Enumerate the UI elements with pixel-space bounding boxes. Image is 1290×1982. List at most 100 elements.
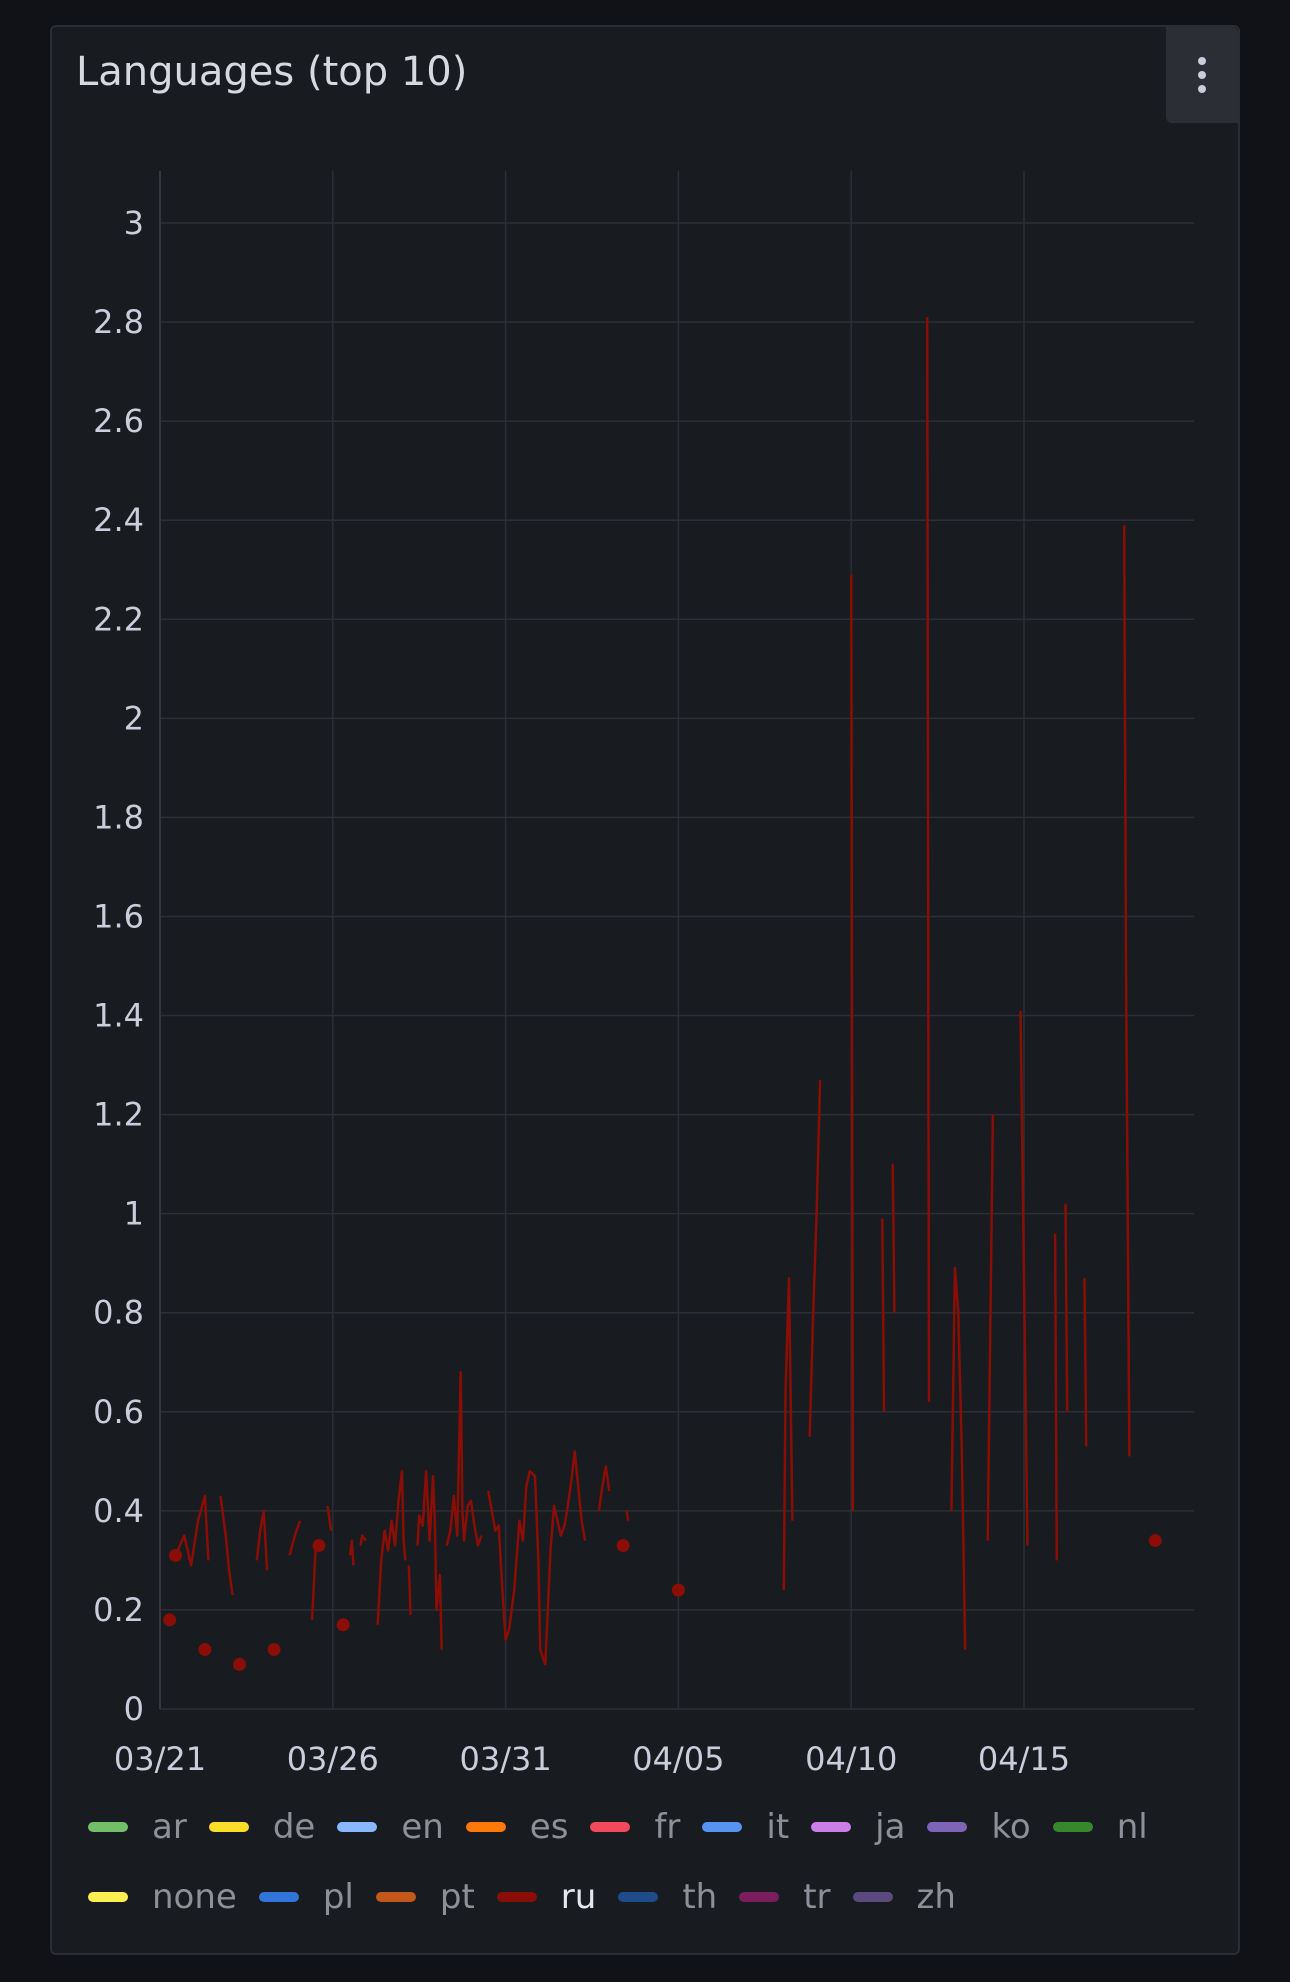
legend-item-none[interactable]: none <box>88 1875 237 1919</box>
legend-item-ja[interactable]: ja <box>811 1805 905 1849</box>
legend-item-fr[interactable]: fr <box>590 1805 680 1849</box>
legend-swatch <box>927 1822 968 1832</box>
series-line-ru <box>881 1218 886 1412</box>
series-line-ru <box>445 1370 483 1547</box>
y-tick-label: 1.6 <box>93 897 144 935</box>
series-line-ru <box>808 1079 822 1437</box>
data-point-ru <box>267 1643 281 1657</box>
legend-item-zh[interactable]: zh <box>852 1875 956 1919</box>
y-tick-label: 0.2 <box>93 1591 144 1629</box>
legend-swatch <box>208 1822 249 1832</box>
series-line-ru <box>950 1266 967 1650</box>
legend-swatch <box>465 1822 506 1832</box>
legend-swatch <box>88 1892 128 1902</box>
series-line-ru <box>310 1550 317 1620</box>
data-point-ru <box>198 1643 212 1657</box>
legend-label: de <box>272 1807 316 1847</box>
legend-swatch <box>618 1892 659 1902</box>
x-tick-label: 03/26 <box>287 1740 379 1778</box>
series-line-ru <box>348 1539 355 1566</box>
legend-label: nl <box>1116 1807 1148 1847</box>
legend-swatch <box>590 1822 631 1832</box>
data-point-ru <box>616 1539 630 1553</box>
legend-item-th[interactable]: th <box>618 1875 717 1919</box>
series-line-ru <box>625 1510 630 1522</box>
series-line-ru <box>359 1534 367 1546</box>
legend-label: pl <box>322 1877 354 1917</box>
series-line-ru <box>326 1505 333 1531</box>
legend-item-pl[interactable]: pl <box>258 1875 354 1919</box>
legend-label: ru <box>560 1877 597 1917</box>
legend-label: tr <box>803 1877 831 1917</box>
y-tick-label: 2.4 <box>93 501 144 539</box>
legend-swatch <box>258 1892 299 1902</box>
y-tick-label: 1 <box>124 1195 144 1233</box>
legend-swatch <box>375 1892 416 1902</box>
legend-swatch <box>811 1822 852 1832</box>
series-line-ru <box>1019 1010 1029 1546</box>
series-line-ru <box>891 1164 896 1313</box>
languages-line-chart: 0 0.2 0.4 0.6 0.8 1 1.2 1.4 1.6 1.8 2 2.2 2.4 2.6 2.8 3… <box>93 171 1194 1778</box>
series-line-ru <box>255 1509 269 1571</box>
legend-label: ja <box>875 1807 906 1847</box>
legend-item-tr[interactable]: tr <box>739 1875 831 1919</box>
series-line-ru <box>416 1469 443 1650</box>
legend-label: en <box>401 1807 444 1847</box>
legend-swatch <box>739 1892 780 1902</box>
series-layer <box>163 317 1162 1671</box>
legend-label: pt <box>439 1877 475 1917</box>
legend-label: th <box>682 1877 718 1917</box>
legend-swatch <box>88 1822 128 1832</box>
legend-label: zh <box>916 1877 956 1917</box>
y-tick-label: 0.6 <box>93 1393 144 1431</box>
legend-item-ko[interactable]: ko <box>927 1805 1031 1849</box>
legend-item-it[interactable]: it <box>702 1805 789 1849</box>
y-tick-label: 1.8 <box>93 798 144 836</box>
legend-swatch <box>1052 1822 1093 1832</box>
data-point-ru <box>312 1539 326 1553</box>
legend-item-ru[interactable]: ru <box>496 1875 597 1919</box>
y-tick-label: 1.4 <box>93 997 144 1035</box>
kebab-menu-icon <box>1198 57 1206 93</box>
series-line-ru <box>174 1494 210 1567</box>
data-point-ru <box>1148 1534 1162 1548</box>
legend-item-en[interactable]: en <box>337 1805 444 1849</box>
series-line-ru <box>782 1276 794 1591</box>
data-point-ru <box>671 1583 685 1597</box>
x-tick-label: 04/05 <box>632 1740 724 1778</box>
legend-item-pt[interactable]: pt <box>375 1875 475 1919</box>
series-line-ru <box>849 574 855 1511</box>
legend-swatch <box>852 1892 893 1902</box>
y-tick-label: 3 <box>124 204 144 242</box>
legend-item-nl[interactable]: nl <box>1052 1805 1148 1849</box>
legend-item-es[interactable]: es <box>465 1805 569 1849</box>
legend-item-ar[interactable]: ar <box>88 1805 187 1849</box>
series-line-ru <box>986 1114 995 1541</box>
legend-item-de[interactable]: de <box>208 1805 316 1849</box>
legend-label: none <box>152 1877 237 1917</box>
panel-title: Languages (top 10) <box>76 49 468 95</box>
series-line-ru <box>376 1469 407 1625</box>
y-tick-label: 1.2 <box>93 1096 144 1134</box>
y-tick-label: 0.8 <box>93 1294 144 1332</box>
series-line-ru <box>487 1450 587 1666</box>
legend-label: it <box>766 1807 790 1847</box>
x-tick-label: 04/15 <box>978 1740 1070 1778</box>
legend-swatch <box>337 1822 378 1832</box>
x-tick-label: 03/31 <box>459 1740 551 1778</box>
y-tick-label: 2.8 <box>93 303 144 341</box>
x-axis: 03/21 03/26 03/31 04/05 04/10 04/15 <box>114 1740 1070 1778</box>
panel-menu-button[interactable] <box>1166 27 1238 123</box>
grid <box>159 171 1194 1710</box>
series-line-ru <box>219 1495 234 1596</box>
x-tick-label: 03/21 <box>114 1740 206 1778</box>
series-line-ru <box>597 1465 611 1512</box>
series-line-ru <box>1064 1203 1069 1412</box>
legend-label: ar <box>152 1807 187 1847</box>
x-tick-label: 04/10 <box>805 1740 897 1778</box>
series-line-ru <box>925 317 931 1402</box>
series-line-ru <box>1122 525 1131 1457</box>
legend-label: es <box>529 1807 569 1847</box>
series-line-ru <box>288 1520 302 1556</box>
y-tick-label: 0 <box>124 1690 144 1728</box>
